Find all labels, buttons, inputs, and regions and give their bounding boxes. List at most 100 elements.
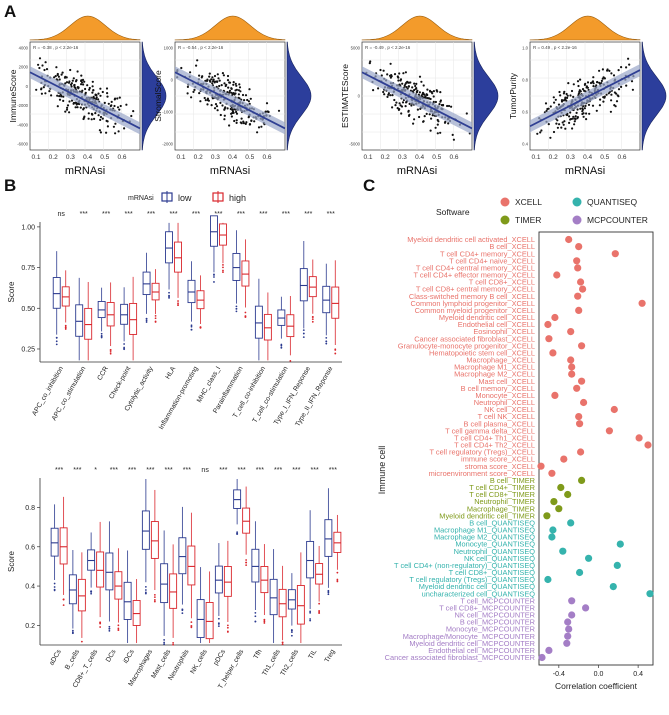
- data-point: [407, 85, 410, 88]
- correlation-point: [578, 476, 586, 484]
- data-point: [612, 74, 616, 77]
- data-point: [237, 93, 240, 96]
- correlation-point: [551, 313, 559, 322]
- box: [132, 600, 141, 626]
- outlier: [290, 629, 293, 632]
- box: [331, 286, 340, 319]
- legend-label-xcell: XCELL: [515, 197, 542, 207]
- data-point: [570, 89, 574, 93]
- data-point: [235, 112, 239, 115]
- correlation-point: [616, 540, 624, 548]
- data-point: [589, 81, 593, 85]
- data-point: [81, 81, 84, 84]
- correlation-point: [544, 575, 552, 584]
- legend-label-mcpcounter: MCPCOUNTER: [587, 215, 648, 225]
- data-point: [245, 121, 248, 124]
- data-point: [70, 82, 73, 85]
- data-point: [208, 72, 211, 75]
- outlier: [217, 622, 220, 625]
- data-point: [211, 80, 215, 83]
- box: [187, 545, 196, 586]
- legend-swatch-xcell: [500, 197, 510, 207]
- outlier: [100, 332, 103, 335]
- significance-label: ***: [183, 467, 191, 474]
- outlier: [254, 615, 257, 618]
- data-point: [241, 93, 245, 97]
- category-label: MHC_class_I: [196, 365, 222, 404]
- data-point: [415, 82, 418, 85]
- data-point: [67, 81, 71, 84]
- data-point: [58, 78, 61, 81]
- data-point: [204, 99, 207, 102]
- correlation-point: [574, 264, 582, 272]
- data-point: [598, 81, 601, 84]
- outlier: [99, 626, 102, 628]
- category-label: DCs: [105, 648, 118, 663]
- outlier: [309, 611, 312, 614]
- box: [278, 588, 287, 618]
- outlier: [281, 643, 284, 646]
- outlier: [302, 329, 305, 332]
- data-point: [401, 101, 405, 104]
- correlation-point: [582, 604, 590, 612]
- row-label: Endothelial cell_MCPCOUNTER: [428, 646, 535, 655]
- outlier: [144, 591, 147, 594]
- data-point: [595, 84, 598, 87]
- x-tick-label: 0.1: [31, 154, 40, 161]
- outlier: [145, 321, 148, 323]
- data-point: [412, 122, 415, 125]
- box: [196, 599, 205, 638]
- data-point: [94, 112, 97, 115]
- row-label: Myeloid dendritic cell_MCPCOUNTER: [409, 639, 535, 648]
- y-tick-label: 2000: [19, 65, 29, 70]
- data-point: [408, 102, 411, 105]
- data-point: [68, 100, 71, 103]
- data-point: [248, 88, 251, 91]
- row-label: Macrophage_TIMER: [467, 504, 535, 513]
- data-point: [234, 89, 237, 92]
- outlier: [190, 625, 193, 627]
- data-point: [405, 81, 408, 84]
- box: [75, 304, 84, 337]
- data-point: [73, 83, 76, 87]
- correlation-point: [548, 533, 556, 541]
- data-point: [226, 107, 229, 110]
- x-axis-label: mRNAsi: [565, 165, 605, 177]
- data-point: [97, 98, 100, 101]
- data-point: [69, 68, 72, 72]
- data-point: [610, 93, 613, 96]
- data-point: [562, 92, 566, 95]
- data-point: [372, 89, 375, 92]
- data-point: [66, 106, 69, 109]
- data-point: [99, 94, 102, 97]
- data-point: [43, 68, 46, 72]
- outlier: [222, 266, 224, 269]
- data-point: [404, 105, 407, 108]
- data-point: [577, 84, 580, 88]
- data-point: [103, 101, 106, 104]
- data-point: [400, 112, 403, 115]
- significance-label: ***: [329, 467, 337, 474]
- data-point: [536, 132, 539, 135]
- data-point: [571, 117, 574, 120]
- significance-label: ***: [110, 467, 118, 474]
- data-point: [568, 115, 571, 118]
- box: [299, 268, 308, 302]
- data-point: [602, 96, 605, 99]
- data-point: [106, 120, 109, 123]
- row-label: T cell CD4+ effector memory_XCELL: [413, 271, 535, 280]
- data-point: [65, 108, 69, 111]
- data-point: [223, 118, 226, 121]
- x-tick-label: 0.6: [262, 154, 271, 161]
- data-point: [572, 95, 575, 98]
- data-point: [223, 114, 226, 117]
- correlation-point: [551, 391, 559, 399]
- data-point: [379, 68, 382, 72]
- data-point: [539, 131, 542, 134]
- row-label: T cell NK_XCELL: [478, 412, 535, 421]
- box: [322, 285, 331, 314]
- significance-label: ***: [169, 211, 177, 218]
- significance-label: ***: [128, 467, 136, 474]
- outlier: [222, 269, 224, 272]
- plot-frame: [538, 231, 654, 666]
